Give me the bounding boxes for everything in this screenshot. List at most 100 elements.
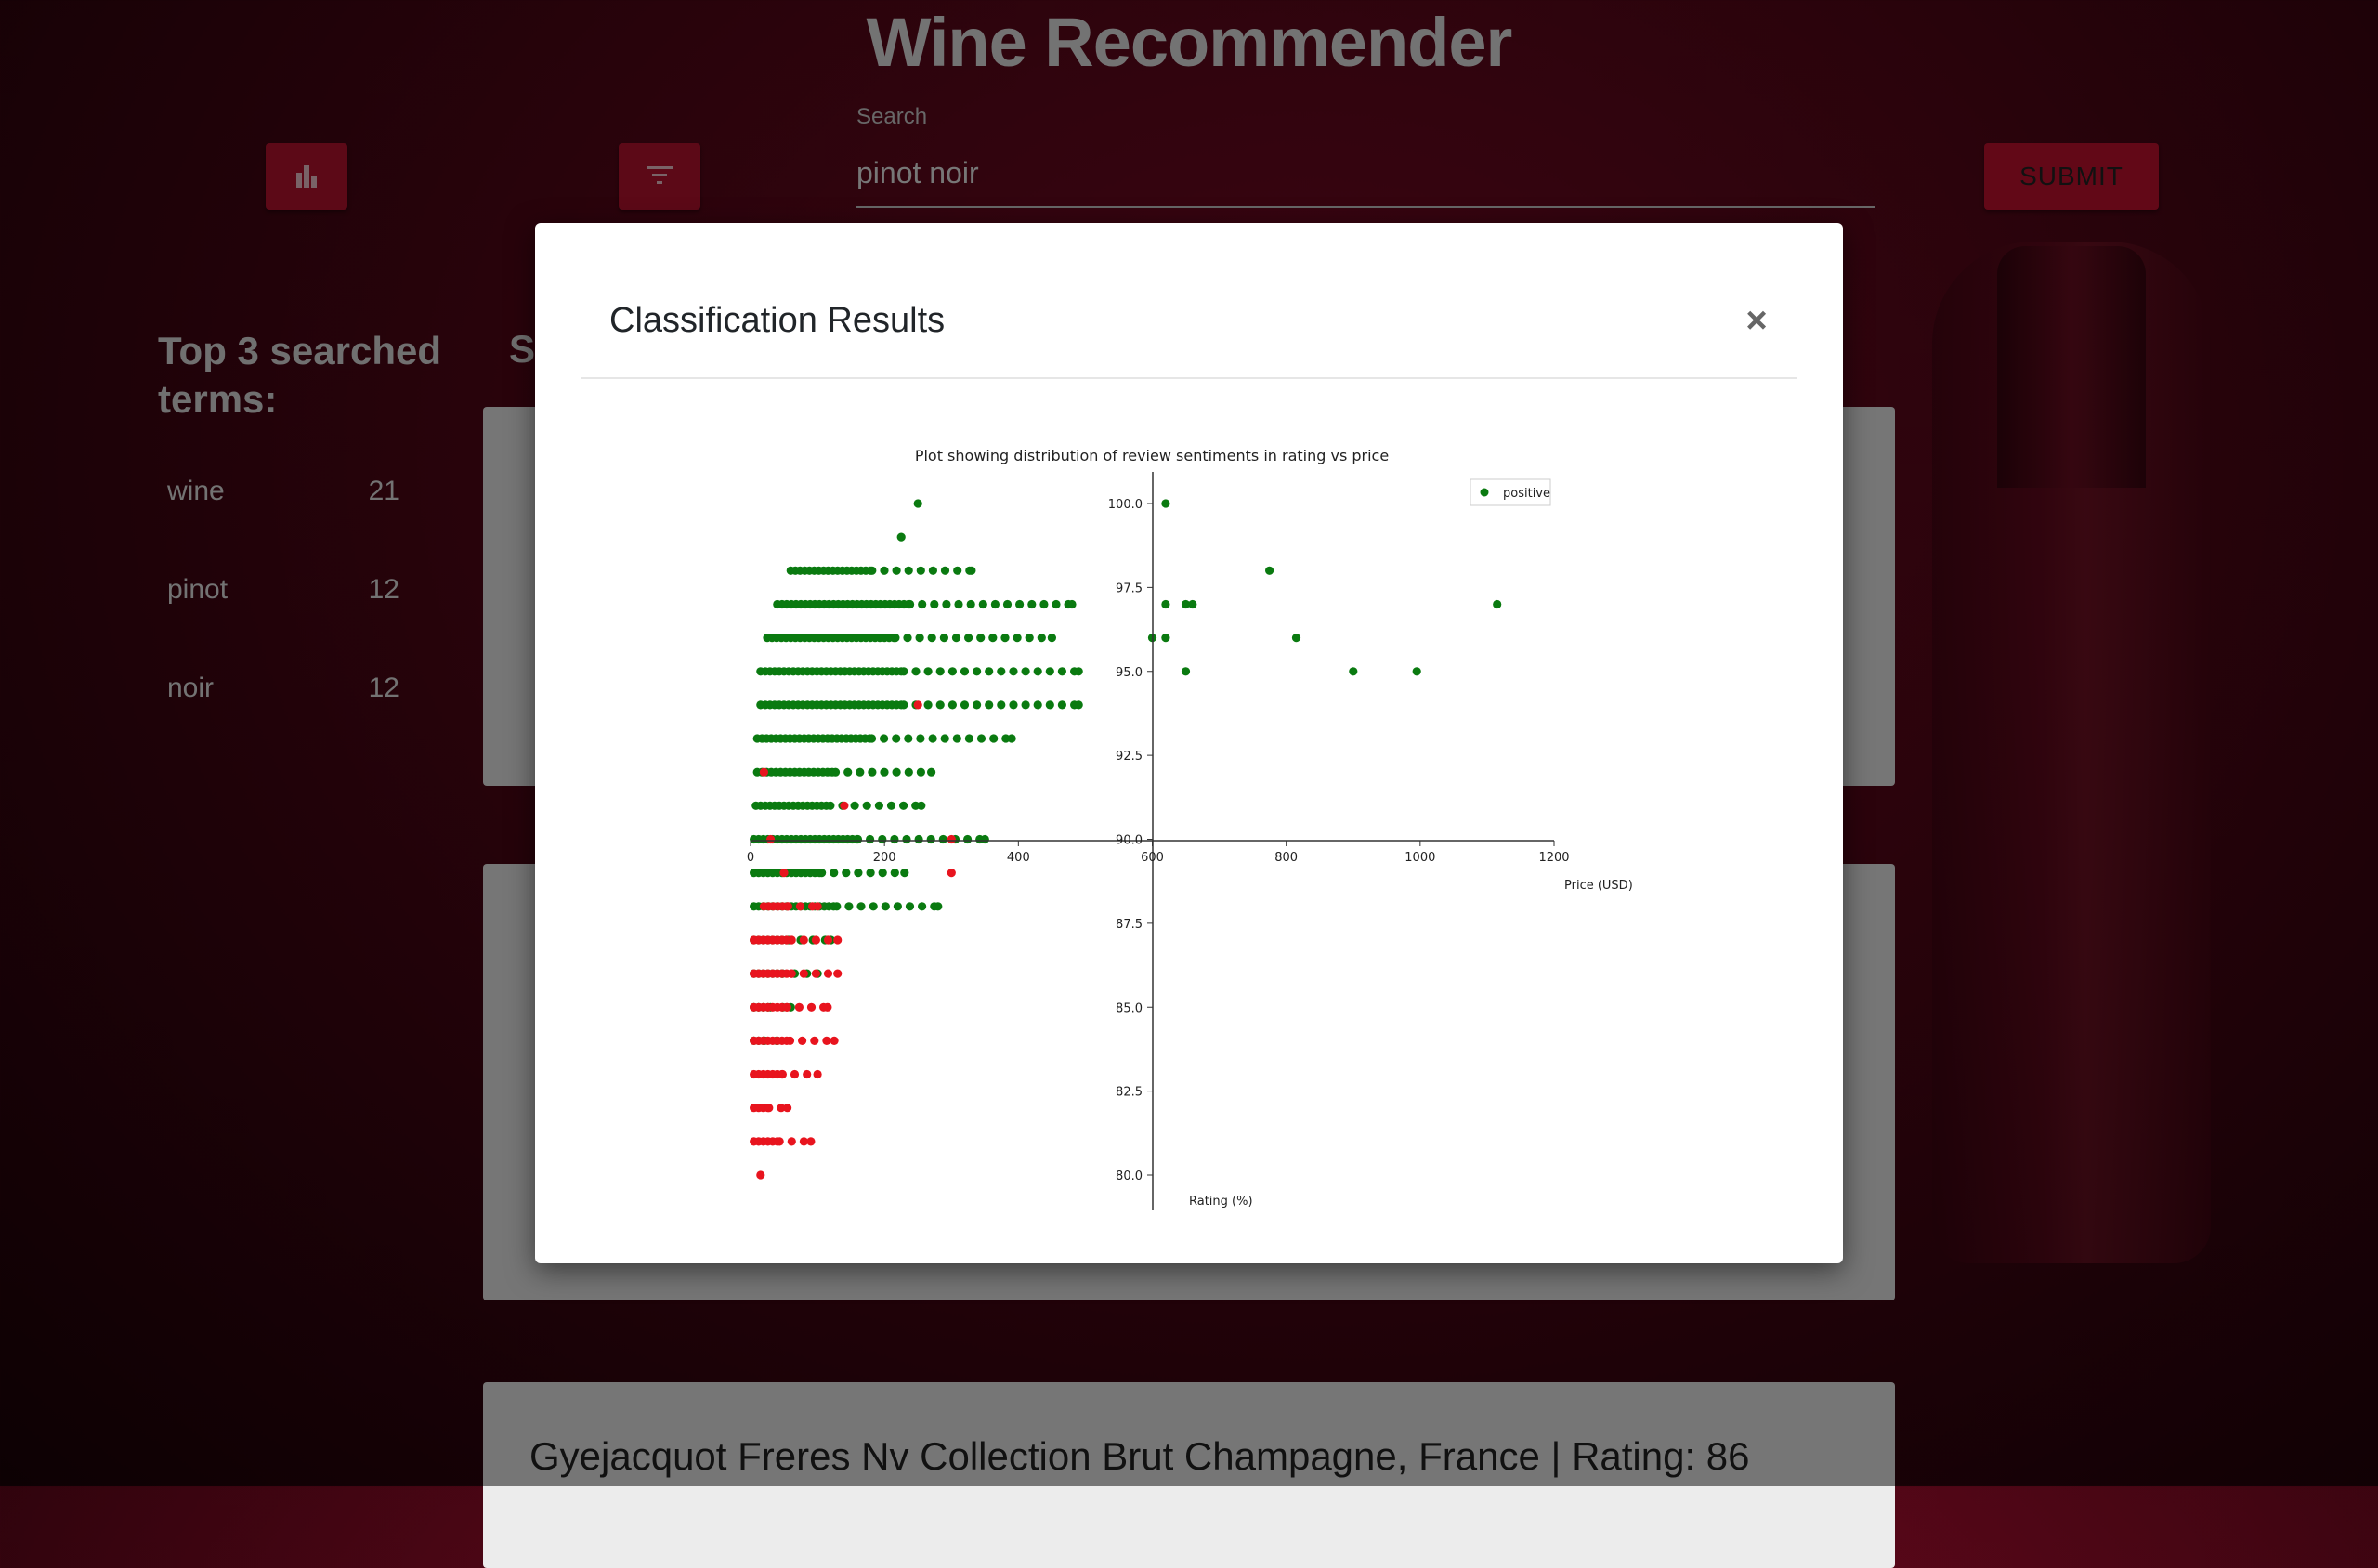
data-point xyxy=(1021,700,1030,710)
data-point xyxy=(916,566,925,575)
data-point xyxy=(904,767,913,777)
y-tick-label: 92.5 xyxy=(1116,750,1143,764)
data-point xyxy=(963,834,973,844)
data-point xyxy=(1188,599,1197,609)
data-point xyxy=(1074,700,1083,710)
data-point xyxy=(1027,599,1037,609)
data-point xyxy=(779,869,789,878)
data-point xyxy=(783,902,792,911)
data-point xyxy=(899,700,908,710)
data-point xyxy=(1493,599,1502,609)
data-point xyxy=(1057,700,1066,710)
data-point xyxy=(764,1104,774,1113)
data-point xyxy=(842,869,851,878)
data-point xyxy=(923,667,933,676)
data-point xyxy=(1047,634,1056,643)
data-point xyxy=(874,801,883,810)
data-point xyxy=(1045,667,1054,676)
data-point xyxy=(811,969,820,978)
modal-title: Classification Results xyxy=(609,301,946,340)
data-point xyxy=(794,1002,804,1012)
data-point xyxy=(973,700,982,710)
data-point xyxy=(966,599,975,609)
data-point xyxy=(928,734,937,743)
data-point xyxy=(967,566,976,575)
data-point xyxy=(980,834,989,844)
data-point xyxy=(927,767,936,777)
data-point xyxy=(953,566,962,575)
data-point xyxy=(1057,667,1066,676)
data-point xyxy=(806,1002,817,1012)
data-point xyxy=(813,902,822,911)
data-point xyxy=(1052,599,1061,609)
data-point xyxy=(844,902,854,911)
data-point xyxy=(904,734,913,743)
data-point xyxy=(892,767,901,777)
data-point xyxy=(798,1036,807,1045)
data-point xyxy=(899,667,908,676)
y-axis-label: Rating (%) xyxy=(1189,1195,1253,1209)
data-point xyxy=(951,634,961,643)
data-point xyxy=(866,834,875,844)
data-point xyxy=(964,634,973,643)
data-point xyxy=(810,1036,819,1045)
data-point xyxy=(782,1002,791,1012)
data-point xyxy=(973,667,982,676)
data-point xyxy=(803,1069,812,1079)
data-point xyxy=(927,634,936,643)
data-point xyxy=(918,902,927,911)
y-tick-label: 100.0 xyxy=(1108,498,1143,512)
data-point xyxy=(976,634,986,643)
data-point xyxy=(997,667,1006,676)
data-point xyxy=(881,902,890,911)
data-point xyxy=(1021,667,1030,676)
data-point xyxy=(915,634,924,643)
data-point xyxy=(1002,599,1013,609)
y-tick-label: 85.0 xyxy=(1116,1001,1143,1015)
data-point xyxy=(867,734,877,743)
data-point xyxy=(952,734,961,743)
data-point xyxy=(918,599,927,609)
data-point xyxy=(866,869,875,878)
data-point xyxy=(1045,700,1054,710)
data-point xyxy=(906,599,915,609)
data-point xyxy=(1000,634,1010,643)
data-point xyxy=(777,1104,786,1113)
data-point xyxy=(1009,667,1018,676)
data-point xyxy=(1412,667,1421,676)
data-point xyxy=(886,801,896,810)
data-point xyxy=(832,902,842,911)
data-point xyxy=(785,1036,795,1045)
x-tick-label: 1000 xyxy=(1405,851,1435,865)
data-point xyxy=(854,869,863,878)
data-point xyxy=(806,1137,816,1146)
data-point xyxy=(1291,634,1301,643)
data-point xyxy=(1349,667,1358,676)
modal-divider xyxy=(581,377,1797,379)
data-point xyxy=(766,834,776,844)
data-point xyxy=(1181,667,1191,676)
data-point xyxy=(911,667,921,676)
data-point xyxy=(799,935,808,945)
x-tick-label: 1200 xyxy=(1538,851,1569,865)
data-point xyxy=(896,532,906,542)
data-point xyxy=(917,801,926,810)
y-tick-label: 80.0 xyxy=(1116,1169,1143,1183)
data-point xyxy=(840,801,849,810)
data-point xyxy=(813,1069,822,1079)
data-point xyxy=(960,700,970,710)
data-point xyxy=(890,834,899,844)
data-point xyxy=(880,767,889,777)
close-icon[interactable]: × xyxy=(1745,300,1768,341)
data-point xyxy=(823,935,833,945)
data-point xyxy=(905,902,915,911)
data-point xyxy=(916,734,925,743)
data-point xyxy=(833,935,843,945)
data-point xyxy=(954,599,963,609)
data-point xyxy=(940,734,949,743)
data-point xyxy=(856,902,866,911)
data-point xyxy=(940,566,950,575)
data-point xyxy=(843,767,853,777)
data-point xyxy=(947,869,956,878)
data-point xyxy=(913,499,922,508)
